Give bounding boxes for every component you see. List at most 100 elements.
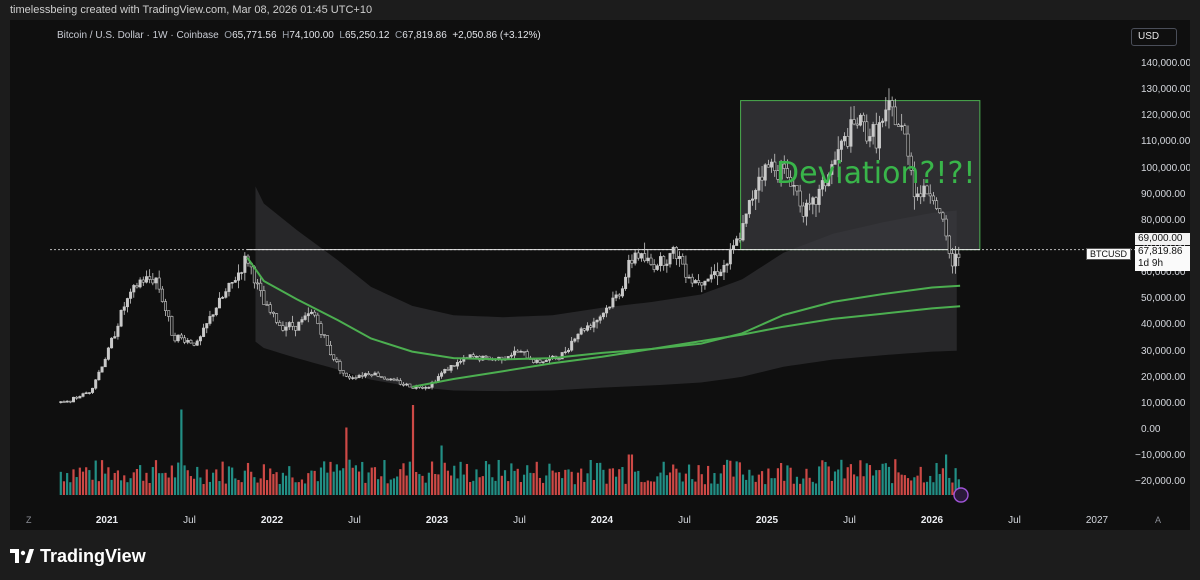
candle-body (747, 200, 751, 215)
candle-body (601, 312, 605, 318)
candle-body (160, 288, 164, 302)
price-chart[interactable] (10, 20, 1190, 530)
candle-body (751, 198, 755, 201)
price-axis-tick: 20,000.00 (1141, 371, 1186, 383)
tradingview-logo-icon (10, 549, 34, 563)
candle-body (893, 106, 897, 126)
candle-body (957, 253, 961, 258)
volume-bar (522, 474, 526, 495)
axis-left-marker[interactable]: Z (26, 515, 32, 525)
volume-bar (665, 475, 668, 495)
volume-bar (170, 465, 173, 495)
volume-bar (167, 477, 170, 495)
volume-bar (196, 466, 199, 495)
candle-body (652, 264, 656, 270)
currency-button[interactable]: USD (1131, 28, 1177, 46)
volume-bar (561, 478, 564, 495)
candle-body (119, 310, 123, 327)
candle-body (319, 323, 323, 335)
time-axis[interactable]: Z A 2021 Jul 2022 Jul 2023 Jul 2024 Jul 2025 Jul 2… (10, 512, 1190, 530)
volume-bar (234, 478, 237, 495)
volume-bar (954, 468, 957, 495)
candle-body (376, 372, 380, 377)
volume-bar (805, 468, 808, 495)
candle-body (722, 264, 726, 273)
candle-body (785, 168, 789, 178)
volume-bar (81, 471, 85, 495)
candle-body (113, 336, 117, 339)
volume-bar (449, 475, 453, 495)
volume-bar (326, 472, 329, 495)
candle-body (579, 328, 583, 335)
candle-body (405, 383, 409, 386)
candle-body (674, 247, 678, 259)
volume-bar (256, 482, 259, 495)
volume-bar (361, 461, 364, 495)
volume-bar (941, 468, 945, 495)
time-axis-tick: Jul (843, 515, 856, 526)
volume-bar (602, 469, 605, 495)
volume-bar (802, 478, 805, 495)
volume-bar (250, 471, 253, 495)
volume-bar (275, 472, 278, 495)
candle-body (474, 355, 478, 358)
volume-bar (173, 477, 177, 495)
candle-body (900, 125, 904, 127)
candle-body (827, 174, 831, 187)
candle-body (659, 256, 663, 267)
candle-body (890, 100, 894, 108)
volume-bar (66, 473, 69, 495)
candle-body (516, 350, 520, 353)
candle-body (116, 325, 120, 337)
deviation-annotation[interactable]: Deviation?!?! (776, 156, 976, 191)
time-axis-tick: 2022 (260, 515, 284, 526)
volume-bar (554, 472, 557, 495)
volume-bar (500, 475, 503, 495)
candle-body (874, 124, 878, 149)
candle-body (817, 188, 821, 205)
volume-bar (538, 477, 542, 495)
candle-body (608, 306, 612, 309)
axis-right-marker[interactable]: A (1155, 515, 1162, 525)
candle-body (776, 170, 780, 180)
candle-body (211, 314, 215, 317)
candle-body (693, 280, 697, 284)
candle-body (557, 358, 561, 360)
candle-body (135, 285, 139, 288)
volume-bar (814, 483, 818, 495)
candle-body (605, 307, 609, 314)
volume-bar (132, 472, 135, 495)
candle-body (700, 282, 704, 286)
volume-bar (570, 471, 573, 495)
candle-body (868, 136, 872, 142)
volume-bar (424, 482, 427, 495)
candle-body (576, 333, 580, 340)
volume-bar (627, 454, 630, 495)
volume-bar (294, 482, 297, 495)
volume-bar (427, 472, 430, 495)
price-axis-tick: 10,000.00 (1141, 397, 1186, 409)
candle-body (544, 359, 548, 362)
ticker-tag: BTCUSD (1086, 248, 1132, 260)
candle-body (846, 136, 850, 147)
candle-body (947, 235, 951, 254)
candle-body (297, 321, 301, 331)
candle-body (284, 326, 288, 331)
volume-bar (475, 469, 478, 495)
candle-body (357, 375, 361, 378)
price-axis[interactable]: 140,000.00 130,000.00 120,000.00 110,000.00… (1135, 20, 1190, 530)
volume-bar (507, 481, 510, 495)
candle-body (313, 311, 317, 316)
price-axis-tick: 140,000.00 (1141, 58, 1190, 69)
volume-bar (243, 470, 246, 495)
volume-bar (719, 473, 722, 495)
candle-body (573, 338, 577, 342)
candle-body (309, 311, 313, 314)
candle-body (735, 238, 739, 246)
chart-frame[interactable]: Bitcoin / U.S. Dollar · 1W · Coinbase O6… (10, 20, 1190, 530)
candle-body (912, 169, 916, 198)
candle-body (205, 323, 209, 329)
candle-body (259, 282, 263, 291)
volume-bar (868, 465, 872, 495)
candle-body (230, 282, 234, 284)
